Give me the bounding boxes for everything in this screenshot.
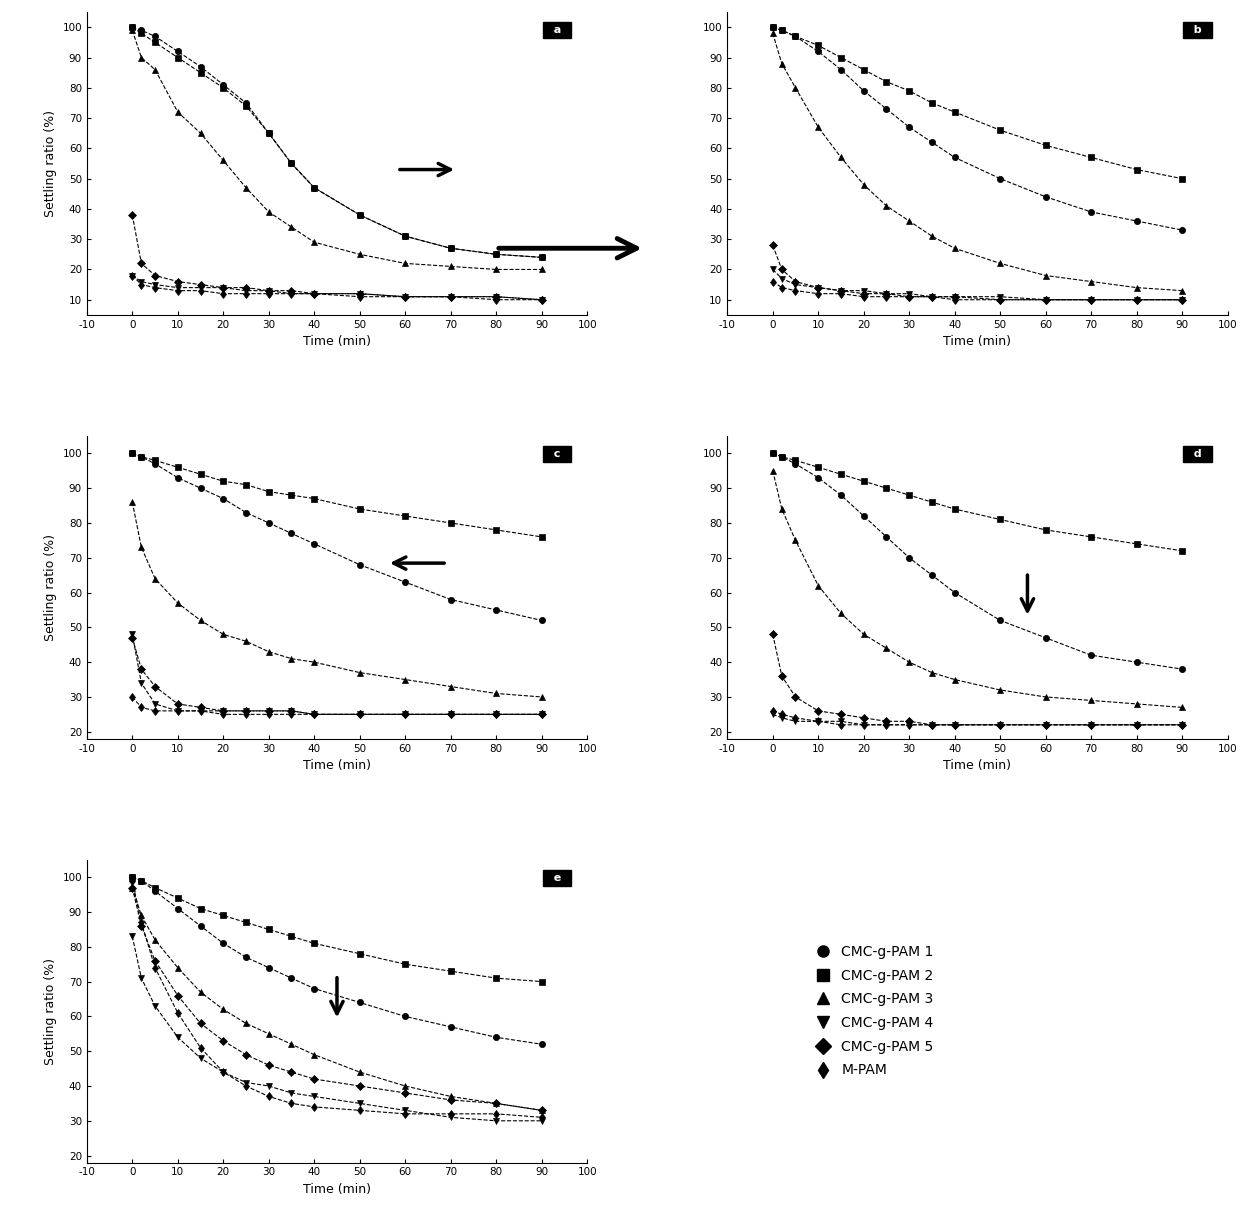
Text: e: e (546, 873, 569, 883)
Text: c: c (546, 449, 568, 459)
X-axis label: Time (min): Time (min) (303, 759, 371, 773)
X-axis label: Time (min): Time (min) (944, 335, 1012, 349)
X-axis label: Time (min): Time (min) (303, 335, 371, 349)
X-axis label: Time (min): Time (min) (944, 759, 1012, 773)
X-axis label: Time (min): Time (min) (303, 1183, 371, 1196)
Text: b: b (1185, 25, 1209, 35)
Text: d: d (1185, 449, 1209, 459)
Legend: CMC-g-PAM 1, CMC-g-PAM 2, CMC-g-PAM 3, CMC-g-PAM 4, CMC-g-PAM 5, M-PAM: CMC-g-PAM 1, CMC-g-PAM 2, CMC-g-PAM 3, C… (810, 939, 940, 1084)
Text: a: a (546, 25, 569, 35)
Y-axis label: Settling ratio (%): Settling ratio (%) (43, 110, 57, 217)
Y-axis label: Settling ratio (%): Settling ratio (%) (43, 958, 57, 1064)
Y-axis label: Settling ratio (%): Settling ratio (%) (43, 534, 57, 641)
